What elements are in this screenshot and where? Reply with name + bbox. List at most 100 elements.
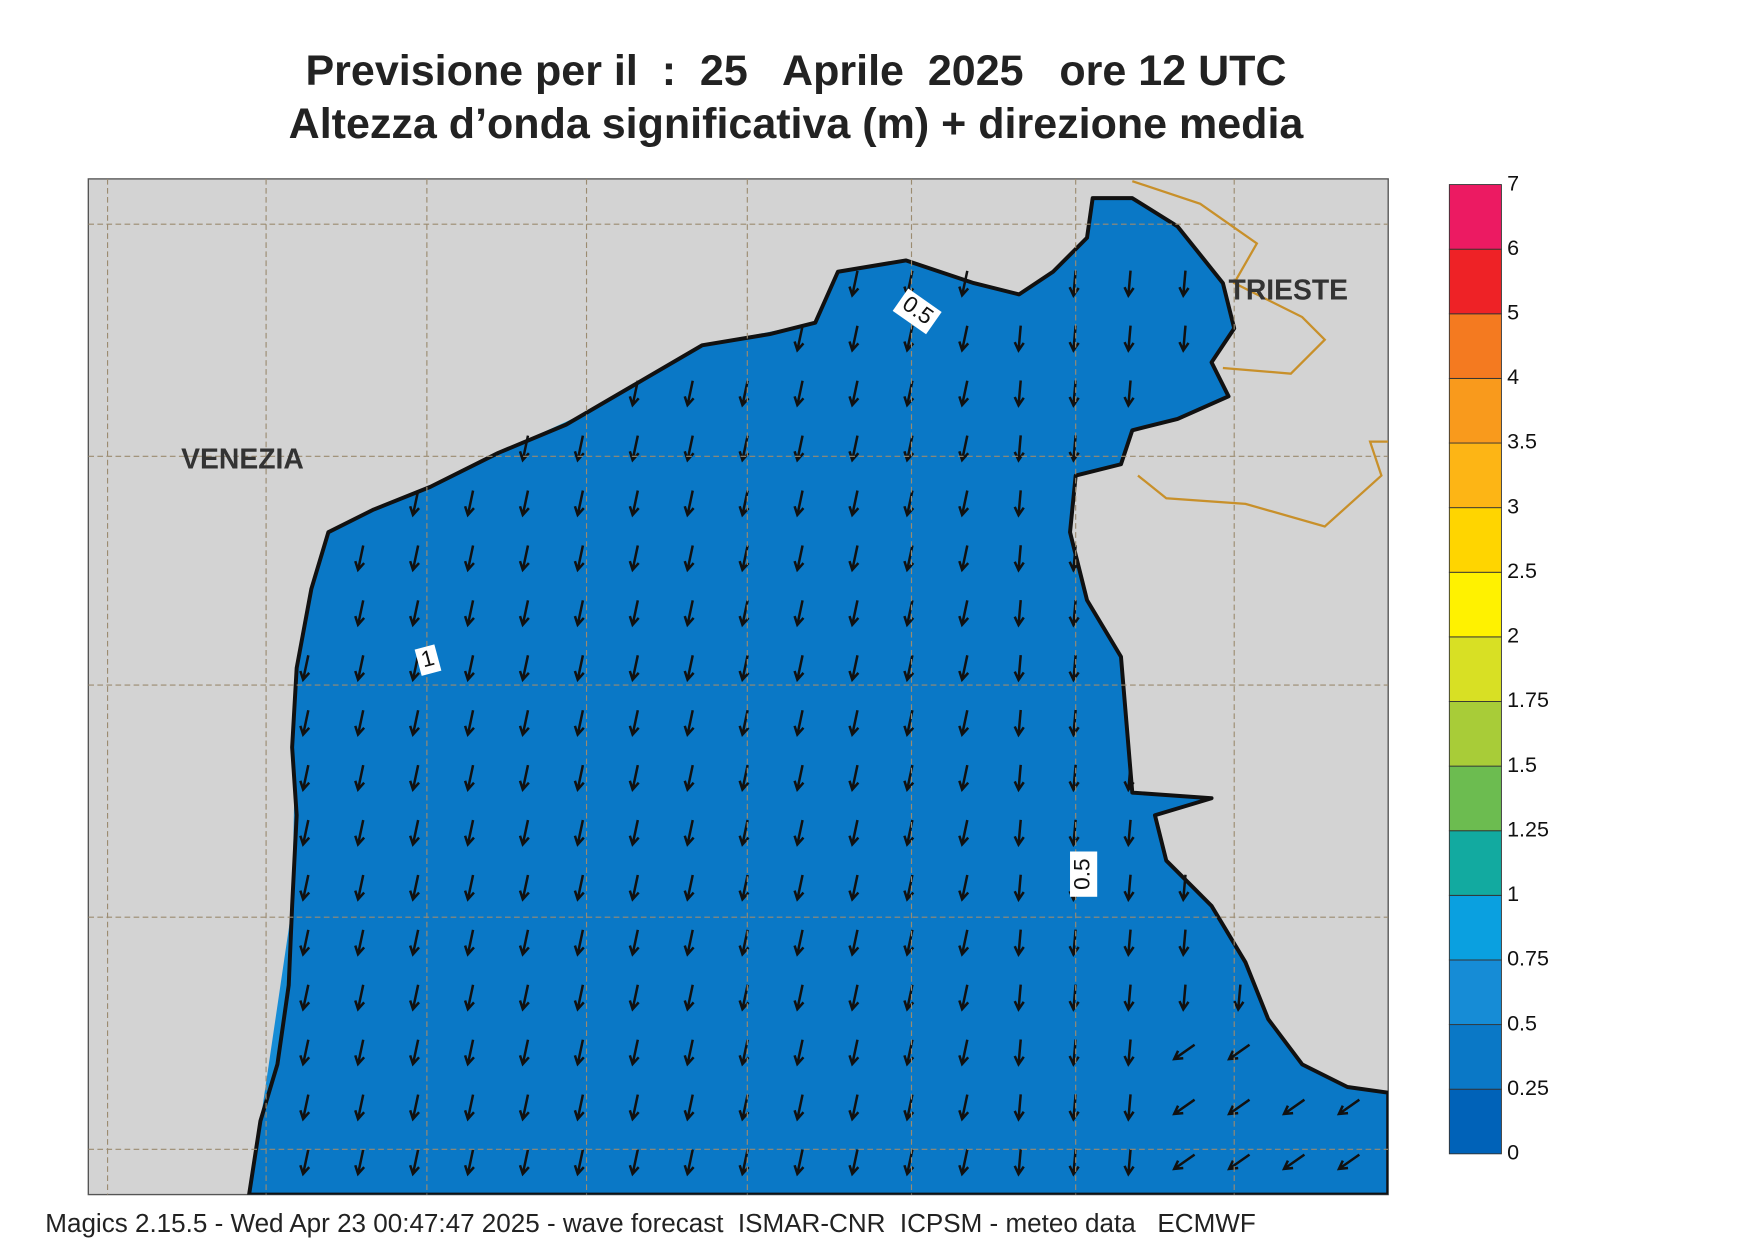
- arrow-shape: [299, 709, 311, 738]
- arrow-shape: [1013, 709, 1025, 738]
- arrow-shape: [738, 380, 750, 408]
- arrow-shape: [1123, 984, 1135, 1012]
- arrow-shape: [958, 819, 970, 847]
- wave-direction-arrow: [573, 655, 585, 683]
- colorbar-segment: [1448, 765, 1502, 832]
- wave-direction-arrow: [683, 1094, 695, 1122]
- arrow-shape: [1013, 1149, 1025, 1177]
- wave-direction-arrow: [463, 929, 475, 957]
- arrow-shape: [1013, 325, 1025, 353]
- wave-direction-arrow: [463, 600, 475, 628]
- wave-direction-arrow: [1336, 1153, 1361, 1171]
- arrow-shape: [683, 874, 695, 902]
- wave-direction-arrow: [1123, 325, 1135, 353]
- wave-direction-arrow: [683, 764, 695, 792]
- colorbar-segment: [1448, 894, 1502, 961]
- arrow-shape: [354, 655, 366, 683]
- wave-direction-arrow: [299, 929, 311, 957]
- footer: Magics 2.15.5 - Wed Apr 23 00:47:47 2025…: [45, 1208, 1255, 1238]
- arrow-shape: [958, 929, 970, 957]
- wave-direction-arrow: [463, 1094, 475, 1122]
- wave-direction-arrow: [354, 1149, 366, 1177]
- wave-direction-arrow: [683, 874, 695, 902]
- wave-direction-arrow: [1013, 1149, 1025, 1177]
- arrow-shape: [848, 1039, 860, 1067]
- arrow-shape: [573, 984, 585, 1012]
- arrow-shape: [408, 709, 420, 738]
- wave-direction-arrow: [848, 325, 860, 353]
- arrow-shape: [1123, 1149, 1135, 1177]
- arrow-shape: [683, 1094, 695, 1122]
- arrow-shape: [1013, 654, 1025, 683]
- wave-direction-arrow: [518, 929, 530, 957]
- arrow-shape: [1123, 325, 1135, 353]
- wave-direction-arrow: [793, 874, 805, 902]
- colorbar-segment: [1448, 248, 1502, 315]
- arrow-shape: [848, 874, 860, 902]
- wave-direction-arrow: [299, 1149, 311, 1177]
- wave-direction-arrow: [793, 545, 805, 573]
- wave-direction-arrow: [683, 1149, 695, 1177]
- arrow-shape: [1172, 1043, 1196, 1061]
- graticule: [88, 178, 1389, 1195]
- wave-direction-arrow: [1233, 984, 1245, 1012]
- wave-direction-arrow: [848, 270, 860, 298]
- arrow-shape: [573, 709, 585, 738]
- wave-direction-arrow: [958, 380, 970, 408]
- wave-direction-arrow: [848, 490, 860, 518]
- arrow-shape: [848, 764, 860, 792]
- arrow-shape: [1013, 380, 1025, 408]
- wave-direction-arrow: [518, 600, 530, 628]
- arrow-shape: [1178, 270, 1190, 298]
- wave-direction-arrow: [1227, 1153, 1251, 1171]
- arrow-shape: [958, 1094, 970, 1122]
- arrow-shape: [1013, 1094, 1025, 1122]
- wave-direction-arrow: [573, 1039, 585, 1067]
- wave-direction-arrow: [793, 709, 805, 738]
- arrow-shape: [793, 545, 805, 573]
- wave-direction-arrow: [299, 764, 311, 792]
- arrow-shape: [848, 490, 860, 518]
- wave-direction-arrow: [354, 545, 366, 573]
- arrow-shape: [628, 709, 640, 738]
- wave-direction-arrow: [1227, 1043, 1251, 1061]
- wave-direction-arrow: [1013, 929, 1025, 957]
- arrow-shape: [628, 600, 640, 628]
- arrow-shape: [408, 764, 420, 792]
- wave-direction-arrow: [1123, 929, 1135, 957]
- arrow-shape: [628, 1039, 640, 1067]
- wave-direction-arrow: [463, 1149, 475, 1177]
- arrow-shape: [683, 764, 695, 792]
- arrow-shape: [793, 1149, 805, 1177]
- wave-direction-arrow: [958, 709, 970, 738]
- arrow-shape: [463, 819, 475, 847]
- wave-direction-arrow: [1013, 1094, 1025, 1122]
- colorbar-label: 1.5: [1507, 753, 1537, 777]
- wave-direction-arrow: [354, 655, 366, 683]
- wave-direction-arrow: [1013, 874, 1025, 903]
- arrow-shape: [408, 929, 420, 957]
- arrow-shape: [299, 1094, 311, 1122]
- wave-direction-arrow: [1013, 600, 1025, 628]
- colorbar-label: 0: [1507, 1141, 1519, 1165]
- wave-direction-arrow: [628, 764, 640, 792]
- arrow-shape: [463, 600, 475, 628]
- arrow-shape: [848, 819, 860, 847]
- wave-direction-arrow: [463, 545, 475, 573]
- wave-direction-arrow: [1068, 600, 1080, 628]
- arrow-shape: [408, 1094, 420, 1122]
- wave-direction-arrow: [408, 709, 420, 738]
- wave-direction-arrow: [463, 655, 475, 683]
- arrow-shape: [518, 929, 530, 957]
- arrow-shape: [848, 1149, 860, 1177]
- wave-direction-arrow: [299, 984, 311, 1012]
- wave-direction-arrow: [848, 545, 860, 573]
- arrow-shape: [1178, 984, 1190, 1012]
- colorbar-segment: [1448, 377, 1502, 444]
- wave-direction-arrow: [848, 655, 860, 683]
- contour-label: 1: [418, 645, 437, 672]
- arrow-shape: [958, 984, 970, 1012]
- arrow-shape: [1013, 600, 1025, 628]
- arrow-shape: [683, 819, 695, 847]
